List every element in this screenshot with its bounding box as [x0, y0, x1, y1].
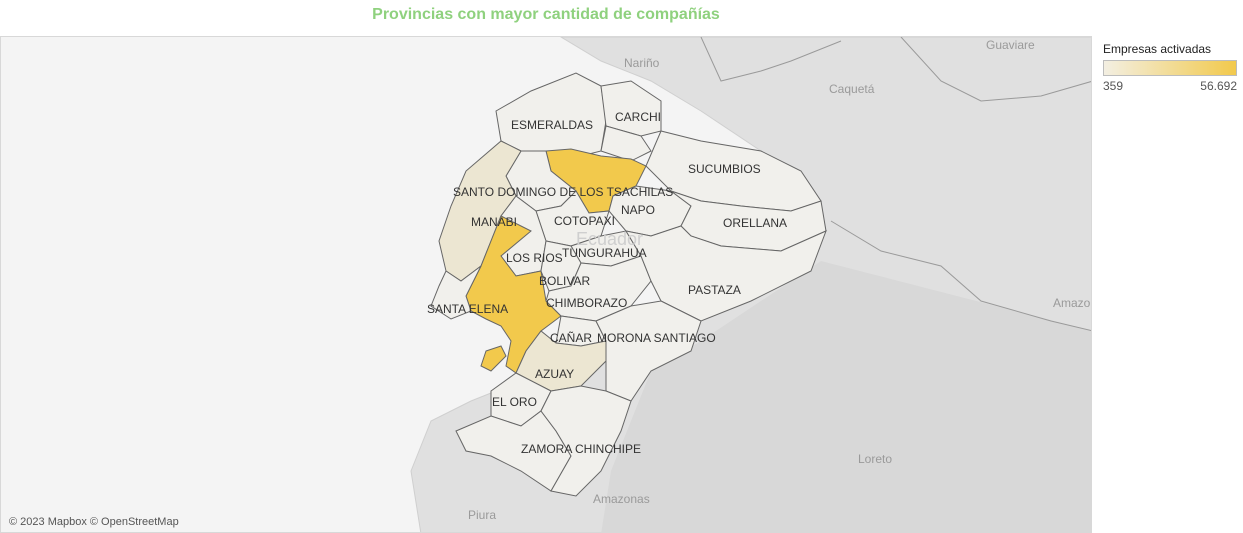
provinces-layer: [430, 72, 827, 497]
label-loreto: Loreto: [858, 452, 892, 466]
border-line: [700, 37, 1091, 332]
label-el-oro: EL ORO: [492, 395, 537, 409]
legend-range: 359 56.692: [1103, 79, 1237, 93]
label-ecuador: Ecuador: [576, 229, 643, 249]
province-guayas-island[interactable]: [480, 345, 507, 372]
legend-min: 359: [1103, 79, 1124, 93]
label-esmeraldas: ESMERALDAS: [511, 118, 593, 132]
peru-land-shade: [601, 261, 1091, 532]
label-canar: CAÑAR: [550, 331, 592, 345]
label-cotopaxi: COTOPAXI: [554, 214, 615, 228]
map-canvas[interactable]: Nariño Guaviare Caquetá Ecuador Amazo Lo…: [0, 36, 1092, 533]
label-chimborazo: CHIMBORAZO: [546, 296, 627, 310]
label-azuay: AZUAY: [535, 367, 574, 381]
label-morona-santiago: MORONA SANTIAGO: [597, 331, 716, 345]
label-piura: Piura: [468, 508, 496, 522]
map-attribution[interactable]: © 2023 Mapbox © OpenStreetMap: [9, 516, 179, 528]
province-zamora-chinchipe[interactable]: [540, 385, 632, 497]
label-santa-elena: SANTA ELENA: [427, 302, 508, 316]
label-pastaza: PASTAZA: [688, 283, 741, 297]
map-title: Provincias con mayor cantidad de compañí…: [372, 6, 720, 23]
label-amazonas-co: Amazo: [1053, 296, 1091, 310]
province-santa-elena[interactable]: [430, 265, 482, 320]
label-manabi: MANABI: [471, 215, 517, 229]
label-caqueta: Caquetá: [829, 82, 875, 96]
label-orellana: ORELLANA: [723, 216, 787, 230]
label-guaviare: Guaviare: [986, 38, 1035, 52]
color-legend: Empresas activadas 359 56.692: [1103, 42, 1239, 93]
label-tungurahua: TUNGURAHUA: [562, 246, 647, 260]
label-zamora-chinchipe: ZAMORA CHINCHIPE: [521, 442, 641, 456]
label-carchi: CARCHI: [615, 110, 661, 124]
label-amazonas-pe: Amazonas: [593, 492, 650, 506]
label-santo-domingo: SANTO DOMINGO DE LOS TSACHILAS: [453, 185, 673, 199]
ecuador-choropleth[interactable]: Nariño Guaviare Caquetá Ecuador Amazo Lo…: [1, 37, 1092, 533]
legend-max: 56.692: [1200, 79, 1237, 93]
legend-title: Empresas activadas: [1103, 42, 1212, 56]
label-sucumbios: SUCUMBIOS: [688, 162, 761, 176]
label-napo: NAPO: [621, 203, 655, 217]
legend-gradient: [1103, 60, 1237, 76]
label-narino: Nariño: [624, 56, 660, 70]
label-los-rios: LOS RIOS: [506, 251, 563, 265]
province-morona-santiago[interactable]: [595, 300, 702, 402]
label-bolivar: BOLIVAR: [539, 274, 590, 288]
